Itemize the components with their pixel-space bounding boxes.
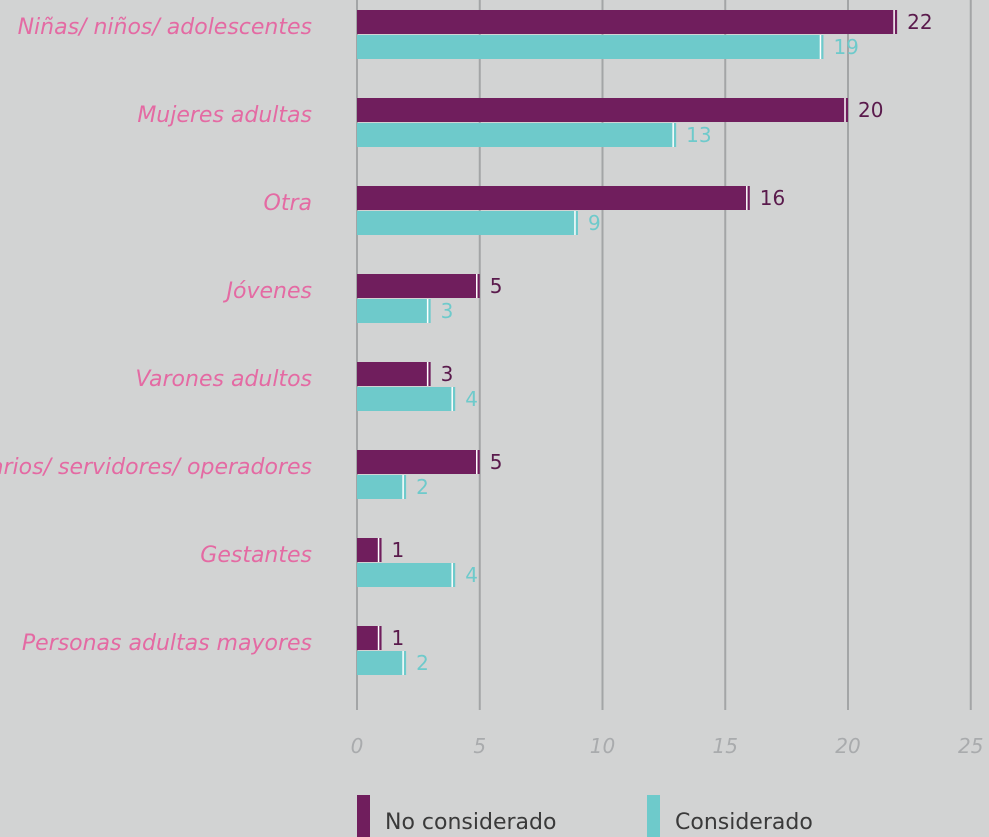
x-tick-label-20: 20 (835, 734, 860, 758)
bar-considerado (357, 475, 407, 499)
x-tick-label-0: 0 (351, 734, 364, 758)
data-label-no-considerado: 3 (441, 362, 454, 386)
category-label: Varones adultos (135, 367, 312, 392)
legend-swatch-no-considerado (357, 795, 370, 837)
bar-considerado (357, 299, 431, 323)
category-label: Mujeres adultas (137, 103, 312, 128)
data-label-considerado: 2 (416, 475, 429, 499)
category-label: Otra (264, 191, 312, 216)
bar-no-considerado (357, 362, 431, 386)
bar-considerado (357, 387, 456, 411)
legend-item-no-considerado: No considerado (357, 795, 556, 837)
data-label-considerado: 13 (686, 123, 711, 147)
category-label: Personas adultas mayores (22, 631, 312, 656)
data-label-no-considerado: 1 (392, 538, 405, 562)
x-tick-label-15: 15 (713, 734, 738, 758)
legend-label-considerado: Considerado (675, 810, 813, 835)
bar-no-considerado (357, 450, 480, 474)
bar-no-considerado (357, 186, 750, 210)
legend-item-considerado: Considerado (647, 795, 813, 837)
data-label-considerado: 3 (441, 299, 454, 323)
data-label-no-considerado: 20 (858, 98, 883, 122)
category-label: Gestantes (200, 543, 312, 568)
data-label-no-considerado: 22 (907, 10, 932, 34)
bar-no-considerado (357, 626, 382, 650)
data-label-considerado: 4 (465, 563, 478, 587)
bar-considerado (357, 651, 407, 675)
legend: No considerado Considerado (0, 795, 989, 837)
category-label: Niñas/ niños/ adolescentes (18, 15, 312, 40)
data-label-no-considerado: 5 (490, 450, 503, 474)
bar-considerado (357, 211, 578, 235)
data-label-considerado: 9 (588, 211, 601, 235)
data-label-considerado: 2 (416, 651, 429, 675)
bar-no-considerado (357, 538, 382, 562)
category-label: Jóvenes (223, 279, 312, 304)
bar-no-considerado (357, 98, 848, 122)
category-label: Funcionarios/ servidores/ operadores (0, 455, 312, 480)
bar-considerado (357, 35, 824, 59)
bar-no-considerado (357, 274, 480, 298)
data-label-no-considerado: 5 (490, 274, 503, 298)
x-tick-label-5: 5 (473, 734, 486, 758)
legend-label-no-considerado: No considerado (385, 810, 557, 835)
bar-considerado (357, 123, 677, 147)
x-tick-label-10: 10 (590, 734, 615, 758)
data-label-considerado: 19 (833, 35, 858, 59)
data-label-no-considerado: 16 (760, 186, 785, 210)
data-label-considerado: 4 (465, 387, 478, 411)
x-tick-label-25: 25 (958, 734, 983, 758)
bar-considerado (357, 563, 456, 587)
data-label-no-considerado: 1 (392, 626, 405, 650)
bar-no-considerado (357, 10, 898, 34)
legend-swatch-considerado (647, 795, 660, 837)
